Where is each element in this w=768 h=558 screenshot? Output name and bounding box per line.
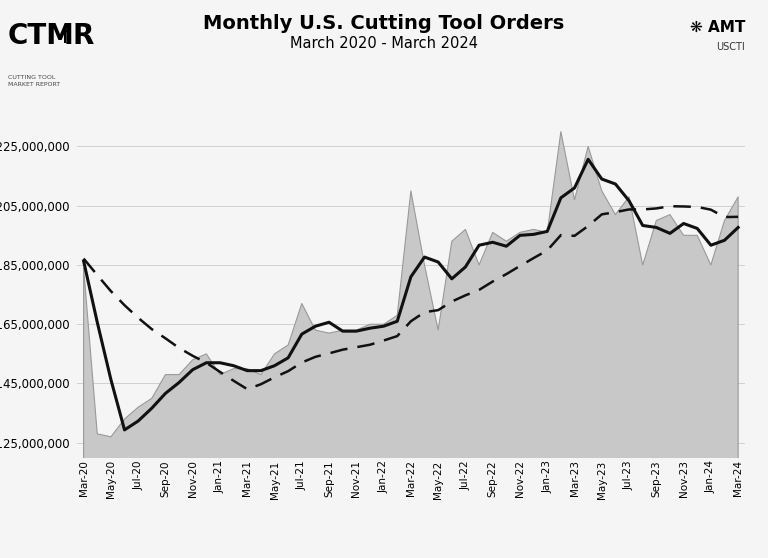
Text: USCTI: USCTI bbox=[717, 42, 745, 52]
Text: ❋ AMT: ❋ AMT bbox=[690, 20, 745, 35]
Text: CTM: CTM bbox=[8, 22, 74, 50]
Text: R: R bbox=[73, 22, 94, 50]
Text: Monthly U.S. Cutting Tool Orders: Monthly U.S. Cutting Tool Orders bbox=[204, 14, 564, 33]
Text: CUTTING TOOL
MARKET REPORT: CUTTING TOOL MARKET REPORT bbox=[8, 75, 60, 87]
Text: March 2020 - March 2024: March 2020 - March 2024 bbox=[290, 36, 478, 51]
Text: ↑: ↑ bbox=[56, 28, 72, 47]
